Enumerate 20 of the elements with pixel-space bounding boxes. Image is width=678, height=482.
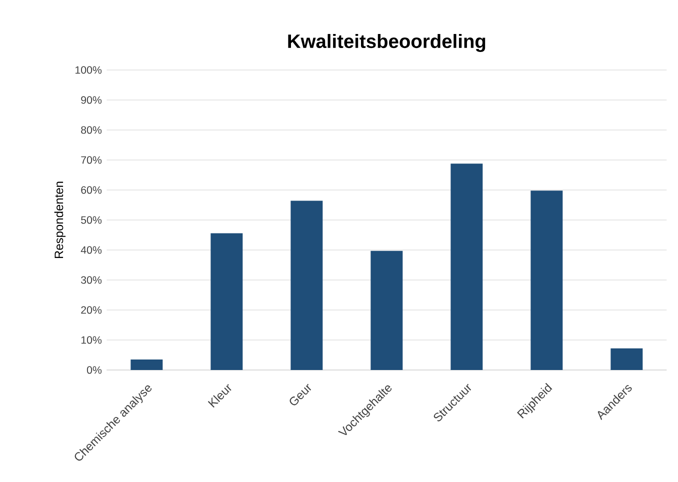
y-tick-label: 0% bbox=[86, 366, 102, 374]
y-tick-label: 40% bbox=[80, 246, 102, 254]
y-tick-label: 70% bbox=[81, 156, 102, 164]
y-tick-label: 20% bbox=[81, 306, 102, 314]
bar bbox=[210, 233, 243, 370]
y-tick-label: 100% bbox=[75, 66, 102, 74]
bar bbox=[530, 190, 563, 370]
bar bbox=[610, 348, 643, 370]
y-tick-label: 50% bbox=[81, 216, 102, 224]
bar bbox=[290, 200, 323, 370]
y-tick-label: 30% bbox=[81, 276, 102, 284]
y-tick-label: 10% bbox=[81, 336, 102, 344]
chart-title: Kwaliteitsbeoordeling bbox=[288, 34, 486, 52]
y-tick-label: 60% bbox=[81, 186, 102, 194]
bar bbox=[370, 250, 403, 370]
y-tick-label: 90% bbox=[81, 96, 102, 104]
bar bbox=[450, 164, 483, 370]
bar bbox=[130, 360, 163, 370]
y-tick-label: 80% bbox=[81, 126, 102, 134]
y-axis-title: Respondenten bbox=[54, 182, 66, 258]
